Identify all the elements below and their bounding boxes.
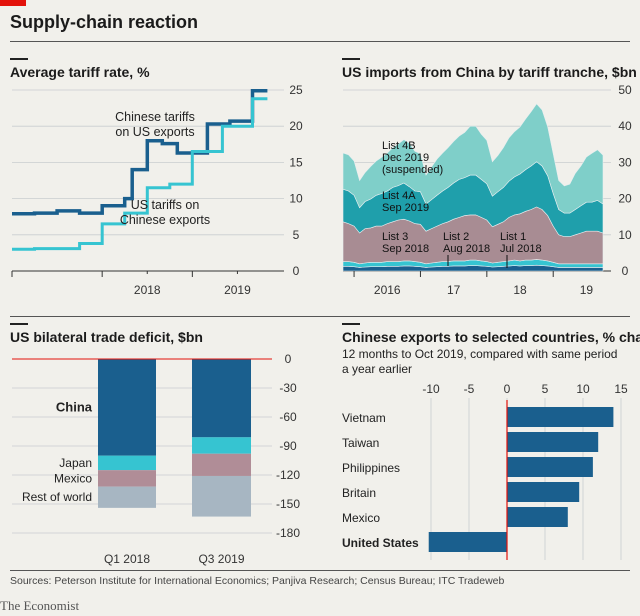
deficit-bar-segment: [98, 359, 156, 456]
y-tick-label: 25: [289, 83, 303, 97]
category-label: Philippines: [342, 461, 400, 475]
x-tick-label: Q1 2018: [104, 552, 150, 566]
exports-chart-subtitle: 12 months to Oct 2019, compared with sam…: [342, 347, 618, 376]
brand-red-bar: [0, 0, 26, 6]
label-list4a-name: List 4A: [382, 190, 416, 202]
label-list3-name: List 3: [382, 231, 408, 243]
y-tick-label: 5: [293, 228, 300, 242]
x-tick-label: 18: [513, 283, 527, 297]
label-list1-name: List 1: [500, 231, 526, 243]
x-tick-label: Q3 2019: [198, 552, 244, 566]
annotation-us-tariffs-line1: US tariffs on: [131, 198, 200, 212]
footer-rule: [10, 570, 630, 571]
label-list4a-date: Sep 2019: [382, 202, 429, 214]
label-list3-date: Sep 2018: [382, 243, 429, 255]
series-label: China: [56, 399, 93, 414]
deficit-chart-title: US bilateral trade deficit, $bn: [10, 329, 203, 345]
category-label: Vietnam: [342, 411, 386, 425]
deficit-bar-segment: [98, 455, 156, 471]
deficit-bar-segment: [98, 470, 156, 487]
x-tick-label: 2018: [134, 283, 161, 297]
y-tick-label: -180: [276, 526, 300, 540]
panel-marker: [342, 323, 360, 325]
y-tick-label: -150: [276, 497, 300, 511]
panel-marker: [342, 58, 360, 60]
deficit-bar-segment: [192, 475, 251, 517]
x-tick-label: 2016: [374, 283, 401, 297]
y-tick-label: 10: [289, 192, 303, 206]
x-tick-label: 19: [580, 283, 594, 297]
category-label: Mexico: [342, 511, 380, 525]
export-bar: [507, 457, 593, 477]
label-list2-date: Aug 2018: [443, 243, 490, 255]
tariff-series-line: [12, 88, 268, 216]
y-tick-label: 20: [289, 119, 303, 133]
x-tick-label: 5: [542, 382, 549, 396]
y-tick-label: 40: [618, 119, 632, 133]
deficit-bar-segment: [192, 453, 251, 476]
y-tick-label: 0: [285, 352, 292, 366]
label-list1-date: Jul 2018: [500, 243, 542, 255]
deficit-bar-segment: [192, 437, 251, 454]
annotation-chinese-tariffs-line1: Chinese tariffs: [115, 110, 195, 124]
y-tick-label: 30: [618, 155, 632, 169]
x-tick-label: 15: [614, 382, 628, 396]
label-list4b-date: Dec 2019: [382, 152, 429, 164]
brand-wordmark: The Economist: [0, 598, 80, 613]
x-tick-label: 17: [447, 283, 461, 297]
category-label: United States: [342, 536, 419, 550]
deficit-bar-segment: [192, 359, 251, 438]
label-list4b-note: (suspended): [382, 164, 443, 176]
title-rule: [10, 41, 630, 42]
tariff-series-line: [12, 97, 268, 251]
export-bar: [507, 432, 599, 452]
export-bar: [507, 482, 580, 502]
y-tick-label: -120: [276, 468, 300, 482]
exports-chart-title: Chinese exports to selected countries, %…: [342, 329, 640, 345]
export-bar: [507, 407, 614, 427]
x-tick-label: -5: [464, 382, 475, 396]
series-label: Mexico: [54, 471, 92, 485]
middle-rule: [10, 316, 630, 317]
x-tick-label: 2019: [224, 283, 251, 297]
deficit-bar-segment: [98, 486, 156, 508]
imports-chart-title: US imports from China by tariff tranche,…: [342, 64, 637, 80]
label-list4b-name: List 4B: [382, 140, 416, 152]
y-tick-label: 0: [293, 264, 300, 278]
y-tick-label: -90: [279, 439, 297, 453]
y-tick-label: 15: [289, 155, 303, 169]
x-tick-label: 0: [504, 382, 511, 396]
tariff-chart-title: Average tariff rate, %: [10, 64, 150, 80]
annotation-us-tariffs-line2: Chinese exports: [120, 213, 210, 227]
annotation-chinese-tariffs-line2: on US exports: [115, 125, 194, 139]
panel-marker: [10, 58, 28, 60]
y-tick-label: 50: [618, 83, 632, 97]
category-label: Britain: [342, 486, 376, 500]
export-bar: [507, 507, 568, 527]
y-tick-label: 20: [618, 192, 632, 206]
category-label: Taiwan: [342, 436, 379, 450]
source-note: Sources: Peterson Institute for Internat…: [10, 575, 505, 587]
x-tick-label: -10: [422, 382, 440, 396]
label-list2-name: List 2: [443, 231, 469, 243]
y-tick-label: 10: [618, 228, 632, 242]
y-tick-label: -30: [279, 381, 297, 395]
page-title: Supply-chain reaction: [10, 12, 199, 32]
series-label: Japan: [59, 456, 92, 470]
export-bar: [428, 532, 507, 552]
tranche-area: [342, 103, 604, 214]
y-tick-label: 0: [622, 264, 629, 278]
x-tick-label: 10: [576, 382, 590, 396]
panel-marker: [10, 323, 28, 325]
series-label: Rest of world: [22, 490, 92, 504]
y-tick-label: -60: [279, 410, 297, 424]
